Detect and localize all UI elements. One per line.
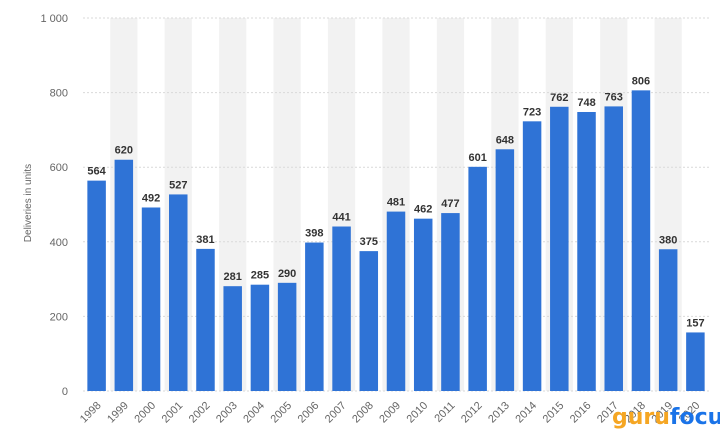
bar-2004 — [250, 284, 270, 391]
x-tick-2001: 2001 — [160, 400, 186, 426]
x-tick-2006: 2006 — [296, 400, 322, 426]
bar-2020 — [686, 332, 705, 391]
bar-2013 — [495, 149, 515, 391]
x-tick-2003: 2003 — [214, 400, 240, 426]
bar-2001 — [169, 194, 188, 391]
value-label-2011: 477 — [441, 198, 459, 210]
bar-2011 — [441, 213, 460, 391]
bar-2007 — [332, 226, 351, 391]
y-tick-0: 0 — [62, 386, 68, 398]
x-tick-2010: 2010 — [405, 400, 431, 426]
bar-2010 — [413, 218, 433, 391]
x-tick-1998: 1998 — [78, 400, 104, 426]
x-tick-2009: 2009 — [377, 400, 403, 426]
y-tick-200: 200 — [50, 311, 68, 323]
value-label-2007: 441 — [332, 212, 350, 224]
value-label-2012: 601 — [468, 152, 486, 164]
x-tick-2002: 2002 — [187, 400, 213, 426]
bar-2017 — [604, 106, 623, 391]
x-tick-1999: 1999 — [105, 400, 131, 426]
value-label-2010: 462 — [414, 204, 432, 216]
watermark-text: gurufocus — [612, 405, 720, 430]
bar-2018 — [631, 90, 651, 391]
value-label-2017: 763 — [605, 91, 623, 103]
x-tick-2015: 2015 — [541, 400, 567, 426]
x-tick-2014: 2014 — [513, 400, 539, 426]
y-axis-label: Deliveries in units — [23, 164, 34, 242]
value-label-1999: 620 — [115, 145, 133, 157]
bar-2015 — [550, 106, 569, 392]
x-tick-2005: 2005 — [268, 400, 294, 426]
bar-2012 — [468, 166, 487, 391]
bars — [87, 90, 705, 392]
y-tick-1000: 1 000 — [40, 13, 68, 25]
bar-2019 — [658, 249, 678, 391]
value-label-2016: 748 — [577, 97, 595, 109]
bar-2008 — [359, 251, 379, 391]
y-axis-ticks: 0 200 400 600 800 1 000 — [40, 13, 68, 398]
bar-2006 — [305, 242, 324, 391]
value-label-2001: 527 — [169, 179, 187, 191]
bar-2005 — [277, 282, 297, 391]
bar-2009 — [386, 211, 406, 391]
value-label-2008: 375 — [360, 236, 378, 248]
value-label-1998: 564 — [87, 166, 106, 178]
value-label-2018: 806 — [632, 75, 650, 87]
x-axis-ticks: 1998 1999 2000 2001 2002 2003 2004 2005 2006 2007… — [78, 400, 703, 426]
x-tick-2013: 2013 — [486, 400, 512, 426]
x-tick-2004: 2004 — [241, 400, 267, 426]
value-label-2005: 290 — [278, 268, 296, 280]
value-label-2014: 723 — [523, 106, 541, 118]
x-tick-2016: 2016 — [568, 400, 594, 426]
bar-2003 — [223, 286, 242, 391]
x-tick-2000: 2000 — [132, 400, 158, 426]
y-tick-600: 600 — [50, 162, 68, 174]
y-tick-400: 400 — [50, 237, 68, 249]
value-label-2015: 762 — [550, 92, 568, 104]
bar-2000 — [141, 207, 161, 391]
bar-2014 — [522, 121, 542, 392]
value-label-2013: 648 — [496, 134, 514, 146]
value-label-2004: 285 — [251, 270, 269, 282]
x-tick-2012: 2012 — [459, 400, 485, 426]
value-label-2020: 157 — [686, 317, 704, 329]
value-label-2000: 492 — [142, 192, 160, 204]
value-label-2019: 380 — [659, 234, 677, 246]
x-tick-2008: 2008 — [350, 400, 376, 426]
value-label-2009: 481 — [387, 197, 405, 209]
value-label-2006: 398 — [305, 228, 323, 240]
bar-1999 — [114, 159, 134, 391]
x-tick-2011: 2011 — [432, 400, 457, 425]
value-label-2003: 281 — [224, 271, 242, 283]
value-label-2002: 381 — [196, 234, 214, 246]
bar-1998 — [87, 180, 106, 391]
gurufocus-watermark: gurufocus — [612, 405, 720, 430]
x-tick-2007: 2007 — [323, 400, 349, 426]
y-tick-800: 800 — [50, 88, 68, 100]
value-labels: 564 620 492 527 381 281 285 290 398 441 375 481 462 4… — [87, 75, 704, 329]
bar-2016 — [577, 111, 596, 391]
bar-2002 — [196, 248, 215, 391]
